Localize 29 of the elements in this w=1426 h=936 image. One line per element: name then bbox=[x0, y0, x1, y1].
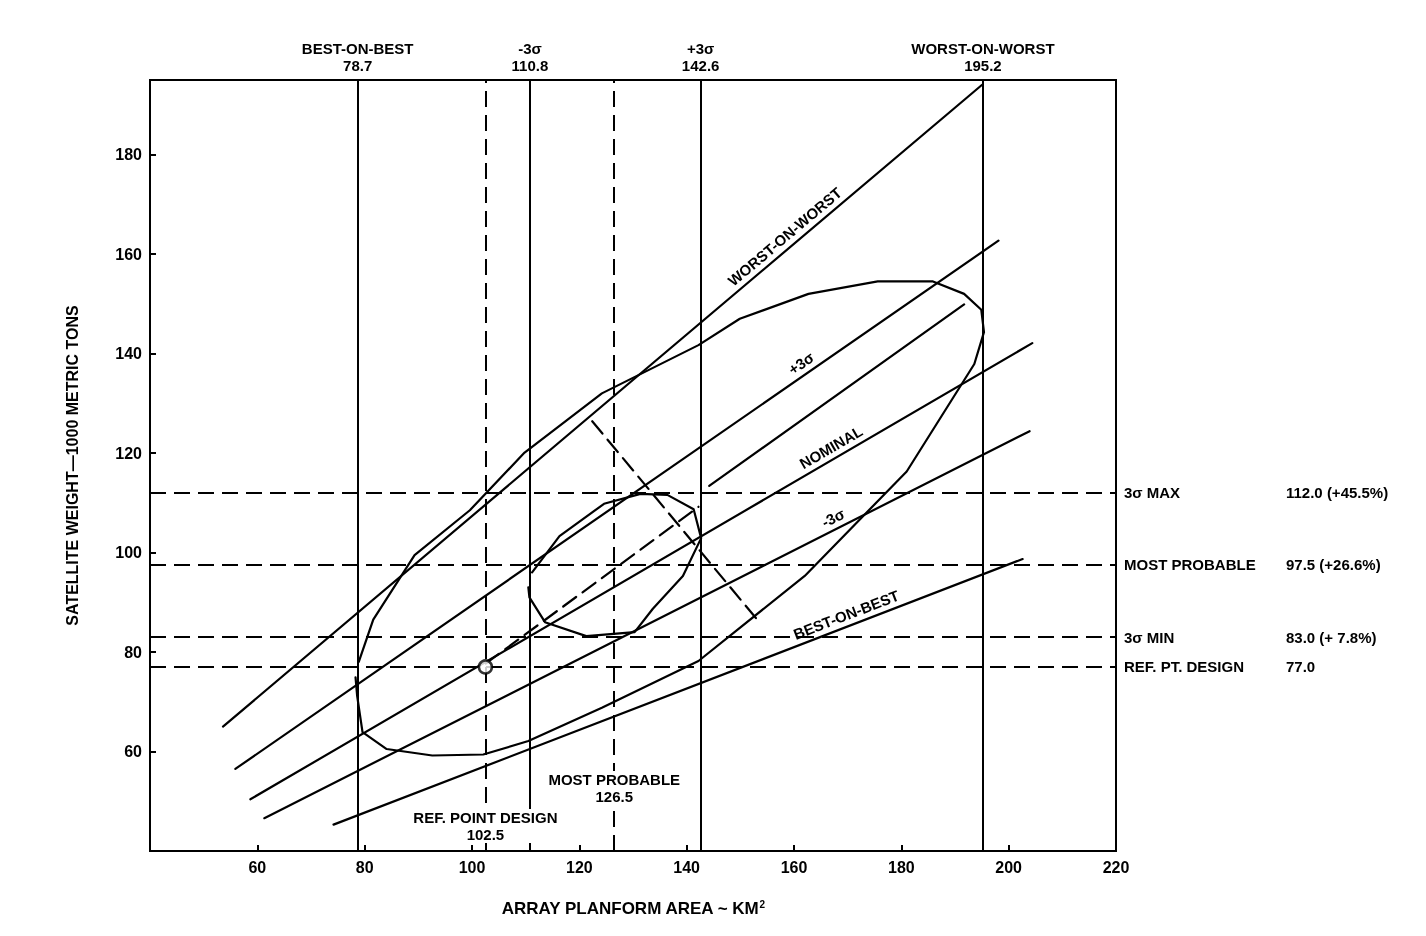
text: 3σ MIN 83.0 (+ 7.8%) bbox=[1124, 628, 1377, 646]
x-tick-label: 60 bbox=[248, 858, 267, 876]
ref-line-label: BEST-ON-BEST 78.7 bbox=[301, 40, 414, 74]
x-tick-label: 140 bbox=[673, 858, 701, 876]
y-tick-label: 80 bbox=[124, 643, 143, 661]
x-tick-label: 120 bbox=[565, 858, 593, 876]
ref-line-label: WORST-ON-WORST 195.2 bbox=[911, 40, 1055, 74]
x-tick-label: 180 bbox=[887, 858, 915, 876]
y-tick-label: 160 bbox=[115, 245, 143, 263]
text: MOST PROBABLE 97.5 (+26.6%) bbox=[1124, 556, 1381, 574]
ref-line-label: -3σ 110.8 bbox=[511, 40, 549, 74]
x-tick-label: 220 bbox=[1102, 858, 1130, 876]
ref-line-label: MOST PROBABLE 126.5 bbox=[548, 771, 681, 805]
ref-line-label: REF. POINT DESIGN 102.5 bbox=[413, 809, 558, 843]
text: +3σ bbox=[785, 348, 818, 379]
y-tick-label: 100 bbox=[115, 544, 143, 562]
y-axis-title: SATELLITE WEIGHT—1000 METRIC TONS bbox=[63, 305, 81, 626]
y-tick-label: 120 bbox=[115, 444, 143, 462]
x-tick-label: 200 bbox=[995, 858, 1023, 876]
text: -3σ bbox=[818, 504, 848, 531]
x-tick-label: 160 bbox=[780, 858, 808, 876]
y-tick-label: 60 bbox=[124, 743, 143, 761]
x-tick-label: 80 bbox=[355, 858, 374, 876]
text: REF. PT. DESIGN 77.0 bbox=[1124, 658, 1316, 676]
x-tick-label: 100 bbox=[458, 858, 486, 876]
ref-line-label: +3σ 142.6 bbox=[681, 40, 720, 74]
y-tick-label: 180 bbox=[115, 146, 143, 164]
text: 3σ MAX 112.0 (+45.5%) bbox=[1124, 484, 1389, 502]
y-tick-label: 140 bbox=[115, 345, 143, 363]
